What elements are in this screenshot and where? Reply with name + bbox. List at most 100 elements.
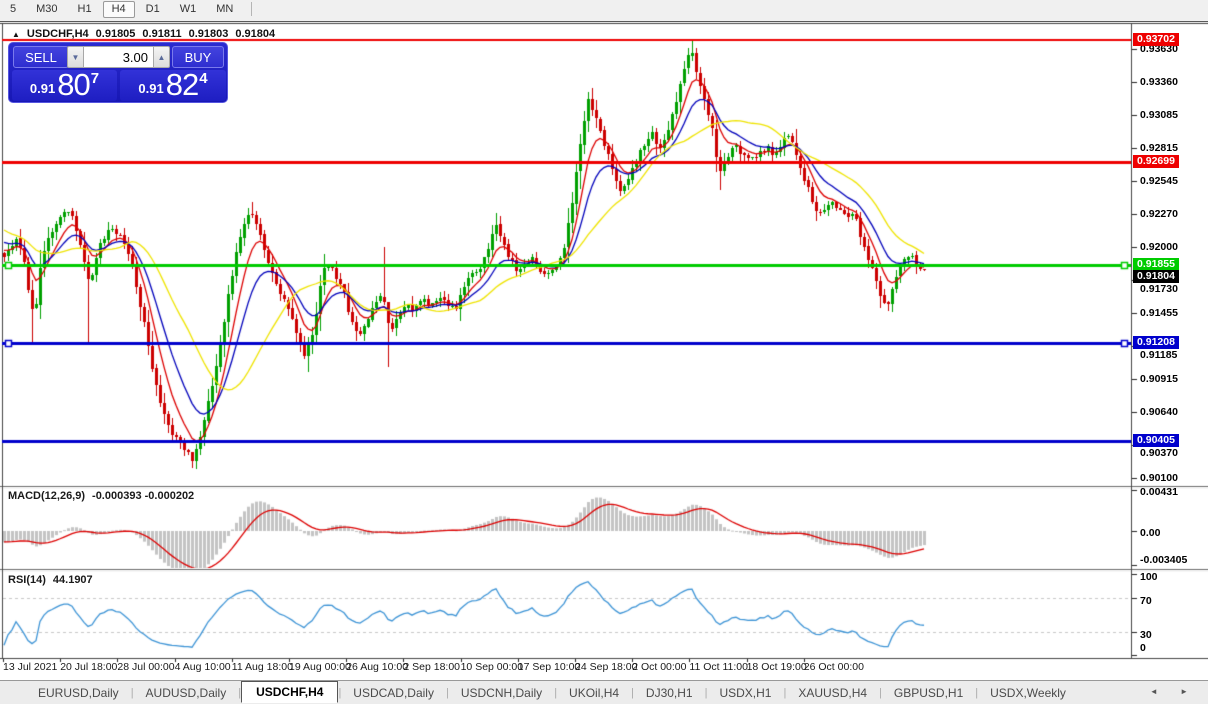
buy-price-tile[interactable]: 0.91 82 4	[120, 67, 226, 102]
buy-button[interactable]: BUY	[172, 46, 224, 68]
chart-tab-usdx[interactable]: USDX,Weekly	[990, 685, 1066, 700]
price-tick-label: 0.93085	[1140, 109, 1178, 122]
ohlc-high: 0.91811	[142, 28, 182, 40]
volume-decrease-button[interactable]: ▼	[67, 46, 84, 68]
price-tick-label: 0.90915	[1140, 372, 1178, 385]
rsi-value: 44.1907	[52, 574, 93, 586]
price-tick-label: 0.90370	[1140, 447, 1178, 460]
tab-separator: |	[975, 686, 979, 699]
chart-canvas[interactable]	[0, 0, 1208, 680]
timeframe-button-5[interactable]: 5	[10, 3, 17, 15]
time-axis-label: 2 Oct 00:00	[632, 661, 687, 673]
chart-tab-usdx[interactable]: USDX,H1	[719, 685, 772, 700]
macd-values: -0.000393 -0.000202	[92, 490, 195, 502]
toolbar-separator	[251, 2, 253, 16]
macd-name: MACD(12,26,9)	[8, 490, 86, 502]
timeframe-toolbar: 5 M30 H1 H4 D1 W1 MN	[0, 0, 1208, 22]
collapse-icon[interactable]: ▲	[12, 29, 20, 39]
timeframe-button-h4[interactable]: H4	[102, 1, 135, 18]
price-tick-label: 0.91455	[1140, 307, 1178, 320]
chart-tab-usdcad[interactable]: USDCAD,Daily	[353, 685, 434, 700]
tab-separator: |	[238, 686, 242, 699]
buy-price-big: 82	[165, 67, 199, 102]
time-axis-label: 28 Jul 00:00	[117, 661, 175, 673]
hline-price-label: 0.91208	[1133, 336, 1179, 350]
price-tick-label: 0.92545	[1140, 174, 1178, 187]
current-price-label: 0.91804	[1133, 269, 1179, 283]
macd-axis-label: 0.00	[1140, 527, 1161, 539]
timeframe-button-d1[interactable]: D1	[145, 3, 160, 15]
tab-separator: |	[879, 686, 882, 699]
rsi-axis-label: 30	[1140, 628, 1152, 641]
time-axis-label: 24 Sep 18:00	[575, 661, 638, 673]
time-axis-label: 4 Aug 10:00	[174, 661, 231, 673]
timeframe-button-w1[interactable]: W1	[179, 3, 197, 15]
chart-tab-usdchf[interactable]: USDCHF,H4	[241, 680, 339, 703]
chart-tab-eurusd[interactable]: EURUSD,Daily	[38, 685, 119, 700]
sell-price-pip: 7	[90, 70, 100, 87]
tab-separator: |	[338, 686, 342, 699]
buy-price-prefix: 0.91	[138, 81, 164, 96]
chart-tab-xauusd[interactable]: XAUUSD,H4	[798, 685, 868, 700]
macd-indicator-label: MACD(12,26,9) -0.000393 -0.000202	[8, 490, 194, 502]
tab-separator: |	[704, 686, 708, 699]
volume-increase-button[interactable]: ▲	[153, 46, 170, 68]
tab-separator: |	[130, 686, 134, 699]
tab-separator: |	[554, 686, 558, 699]
time-axis-label: 19 Aug 00:00	[289, 661, 351, 673]
tab-scroll-arrows: ◄ ►	[1150, 687, 1198, 696]
sell-button[interactable]: SELL	[13, 46, 69, 68]
rsi-axis-label: 70	[1140, 594, 1152, 607]
rsi-name: RSI(14)	[8, 574, 46, 586]
price-tick-label: 0.91185	[1140, 349, 1178, 362]
scroll-right-icon[interactable]: ►	[1180, 687, 1198, 696]
chevron-down-icon: ▼	[71, 52, 80, 62]
scroll-left-icon[interactable]: ◄	[1149, 687, 1168, 696]
buy-price-pip: 4	[199, 70, 208, 87]
time-axis-label: 17 Sep 10:00	[517, 661, 581, 673]
hline-price-label: 0.93702	[1133, 33, 1179, 46]
timeframe-button-m30[interactable]: M30	[36, 3, 58, 15]
price-tick-label: 0.91730	[1140, 282, 1178, 295]
hline-price-label: 0.91855	[1133, 257, 1179, 271]
tab-separator: |	[631, 686, 634, 699]
hline-price-label: 0.90405	[1133, 433, 1179, 447]
price-tick-label: 0.90640	[1140, 406, 1178, 419]
macd-axis-label: -0.003405	[1140, 554, 1188, 566]
tab-separator: |	[783, 686, 787, 699]
time-axis-label: 18 Oct 19:00	[746, 661, 807, 673]
volume-input[interactable]	[83, 46, 154, 68]
rsi-indicator-label: RSI(14) 44.1907	[8, 574, 93, 586]
chart-tab-audusd[interactable]: AUDUSD,Daily	[145, 685, 227, 700]
rsi-axis-label: 100	[1140, 571, 1158, 583]
timeframe-button-mn[interactable]: MN	[216, 3, 234, 15]
ohlc-open: 0.91805	[95, 28, 136, 40]
time-axis-label: 26 Aug 10:00	[346, 661, 409, 673]
one-click-trading-panel: SELL ▼ ▲ BUY 0.91 80 7 0.91 82 4	[8, 42, 228, 103]
symbol-title: USDCHF,H4	[26, 28, 89, 40]
tab-separator: |	[445, 686, 449, 699]
time-axis-label: 26 Oct 00:00	[803, 661, 864, 673]
price-tick-label: 0.90100	[1140, 472, 1178, 484]
price-tick-label: 0.93360	[1140, 75, 1178, 88]
timeframe-button-h1[interactable]: H1	[77, 3, 92, 15]
chevron-up-icon: ▲	[157, 52, 166, 62]
price-tick-label: 0.92270	[1140, 208, 1178, 221]
sell-price-tile[interactable]: 0.91 80 7	[12, 69, 117, 101]
time-axis-label: 2 Sep 18:00	[403, 661, 461, 673]
time-axis-label: 20 Jul 18:00	[60, 661, 118, 673]
chart-tab-ukoil[interactable]: UKOil,H4	[569, 685, 620, 700]
chart-tab-gbpusd[interactable]: GBPUSD,H1	[893, 685, 964, 700]
chart-tab-usdcnh[interactable]: USDCNH,Daily	[460, 685, 543, 700]
rsi-axis-label: 0	[1140, 642, 1146, 654]
sell-price-prefix: 0.91	[29, 81, 56, 96]
time-axis-label: 10 Sep 00:00	[460, 661, 524, 673]
chart-tab-bar: EURUSD,Daily | AUDUSD,Daily | USDCHF,H4 | USDC…	[0, 680, 1208, 704]
price-tick-label: 0.92815	[1140, 141, 1178, 154]
ohlc-low: 0.91803	[188, 28, 229, 40]
macd-axis-label: 0.00431	[1140, 486, 1178, 498]
chart-header: ▲ USDCHF,H4 0.91805 0.91811 0.91803 0.91…	[12, 28, 275, 40]
price-tick-label: 0.92000	[1140, 240, 1178, 253]
chart-tab-dj30[interactable]: DJ30,H1	[645, 685, 693, 700]
